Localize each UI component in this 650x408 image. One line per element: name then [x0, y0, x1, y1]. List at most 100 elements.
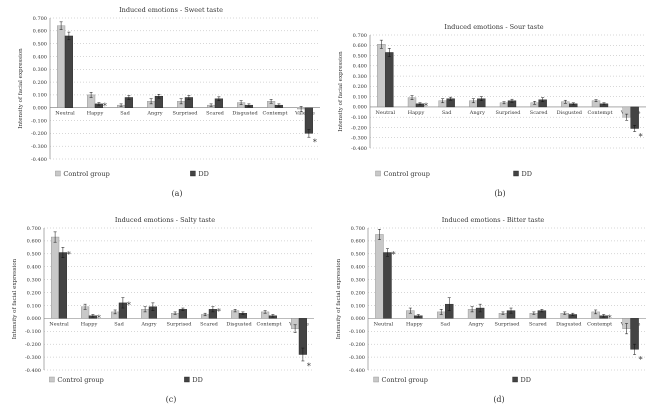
x-tick-label: Sad: [120, 111, 130, 117]
bar-dd: [383, 252, 392, 319]
significance-mark: *: [313, 138, 317, 147]
y-tick-label: 0.100: [33, 93, 47, 99]
significance-mark: *: [127, 301, 131, 310]
chart-title: Induced emotions - Sour taste: [444, 23, 543, 31]
legend-swatch-dd: [513, 170, 519, 177]
y-tick-label: 0.500: [351, 252, 365, 258]
legend-label-control: Control group: [63, 170, 109, 178]
y-axis-label: Intensity of facial expression: [12, 258, 18, 339]
y-tick-label: 0.500: [33, 41, 47, 47]
significance-mark: *: [608, 314, 612, 323]
significance-mark: *: [217, 307, 221, 316]
chart-panel-1: Induced emotions - Sour taste Intensity o…: [338, 23, 646, 198]
legend-swatch-dd: [190, 170, 196, 177]
y-tick-label: 0.400: [353, 64, 367, 70]
x-tick-label: Neutral: [374, 321, 394, 327]
y-tick-label: -0.200: [31, 131, 47, 137]
y-tick-label: 0.200: [33, 80, 47, 86]
y-tick-label: -0.100: [349, 329, 365, 335]
x-tick-label: Disgusted: [226, 321, 252, 327]
x-tick-label: Neutral: [376, 110, 396, 116]
chart-title: Induced emotions - Bitter taste: [442, 216, 545, 224]
bar-dd: [385, 52, 394, 108]
y-tick-label: 0.600: [351, 239, 365, 245]
y-tick-label: -0.100: [351, 115, 367, 121]
significance-mark: *: [103, 102, 107, 111]
x-tick-label: Sad: [440, 321, 450, 327]
x-tick-label: Contempt: [587, 321, 612, 327]
y-tick-label: -0.200: [351, 125, 367, 131]
chart-title: Induced emotions - Sweet taste: [119, 6, 223, 14]
y-axis-label: Intensity of facial expression: [18, 48, 24, 129]
y-tick-label: -0.300: [351, 136, 367, 142]
y-tick-label: -0.400: [25, 368, 41, 374]
y-tick-label: 0.500: [353, 53, 367, 59]
significance-mark: *: [639, 356, 643, 365]
chart-panel-0: Induced emotions - Sweet taste Intensity …: [18, 6, 320, 198]
bar-dd: [64, 35, 74, 108]
y-tick-label: 0.700: [353, 33, 367, 39]
y-tick-label: 0.300: [351, 277, 365, 283]
x-tick-label: Angry: [146, 111, 162, 117]
bar-dd: [58, 252, 68, 319]
y-tick-label: 0.600: [27, 239, 41, 245]
bar-control: [375, 234, 384, 319]
panel-label: (d): [493, 395, 504, 404]
y-axis-label: Intensity of facial expression: [336, 258, 342, 339]
legend-label-control: Control group: [57, 376, 103, 384]
y-tick-label: -0.300: [31, 144, 47, 150]
x-tick-label: Valence: [294, 111, 315, 117]
y-tick-label: 0.400: [27, 265, 41, 271]
bar-control: [57, 25, 66, 108]
bar-control: [51, 236, 60, 319]
panel-label: (b): [494, 189, 505, 198]
y-tick-label: -0.200: [349, 342, 365, 348]
x-tick-label: Scared: [530, 110, 549, 116]
legend-swatch-control: [55, 170, 61, 177]
x-tick-label: Happy: [408, 110, 425, 116]
x-tick-label: Scared: [200, 321, 219, 327]
y-tick-label: 0.100: [351, 303, 365, 309]
panel-label: (a): [171, 189, 182, 198]
y-tick-label: 0.200: [351, 290, 365, 296]
y-tick-label: 0.200: [27, 290, 41, 296]
legend-label-control: Control group: [382, 376, 428, 384]
significance-mark: *: [391, 251, 395, 260]
significance-mark: *: [67, 251, 71, 260]
x-tick-label: Disgusted: [556, 321, 582, 327]
chart-title: Induced emotions - Salty taste: [115, 216, 215, 224]
y-tick-label: 0.600: [33, 29, 47, 35]
x-tick-label: Scared: [206, 111, 225, 117]
significance-mark: *: [424, 102, 428, 111]
y-tick-label: -0.300: [25, 355, 41, 361]
y-tick-label: -0.400: [351, 146, 367, 152]
y-tick-label: 0.700: [27, 226, 41, 232]
legend-label-control: Control group: [384, 170, 430, 178]
y-tick-label: 0.200: [353, 84, 367, 90]
x-tick-label: Scared: [529, 321, 548, 327]
x-tick-label: Happy: [406, 321, 423, 327]
y-tick-label: -0.300: [349, 355, 365, 361]
y-tick-label: 0.600: [353, 43, 367, 49]
legend-swatch-control: [373, 376, 379, 383]
legend-label-dd: DD: [192, 376, 202, 384]
legend-label-dd: DD: [521, 376, 531, 384]
significance-mark: *: [307, 362, 311, 371]
y-tick-label: 0.700: [33, 16, 47, 22]
y-tick-label: -0.100: [31, 118, 47, 124]
x-tick-label: Sad: [442, 110, 452, 116]
significance-mark: *: [639, 133, 643, 142]
x-tick-label: Surprised: [173, 111, 199, 117]
x-tick-label: Disgusted: [557, 110, 583, 116]
x-tick-label: Contempt: [588, 110, 613, 116]
y-tick-label: 0.700: [351, 226, 365, 232]
chart-panel-3: Induced emotions - Bitter taste Intensity…: [336, 216, 646, 404]
y-tick-label: -0.100: [25, 329, 41, 335]
x-tick-label: Surprised: [167, 321, 193, 327]
legend-swatch-control: [49, 376, 55, 383]
y-tick-label: 0.000: [33, 106, 47, 112]
x-tick-label: Angry: [140, 321, 156, 327]
x-tick-label: Contempt: [257, 321, 282, 327]
x-tick-label: Happy: [87, 111, 104, 117]
